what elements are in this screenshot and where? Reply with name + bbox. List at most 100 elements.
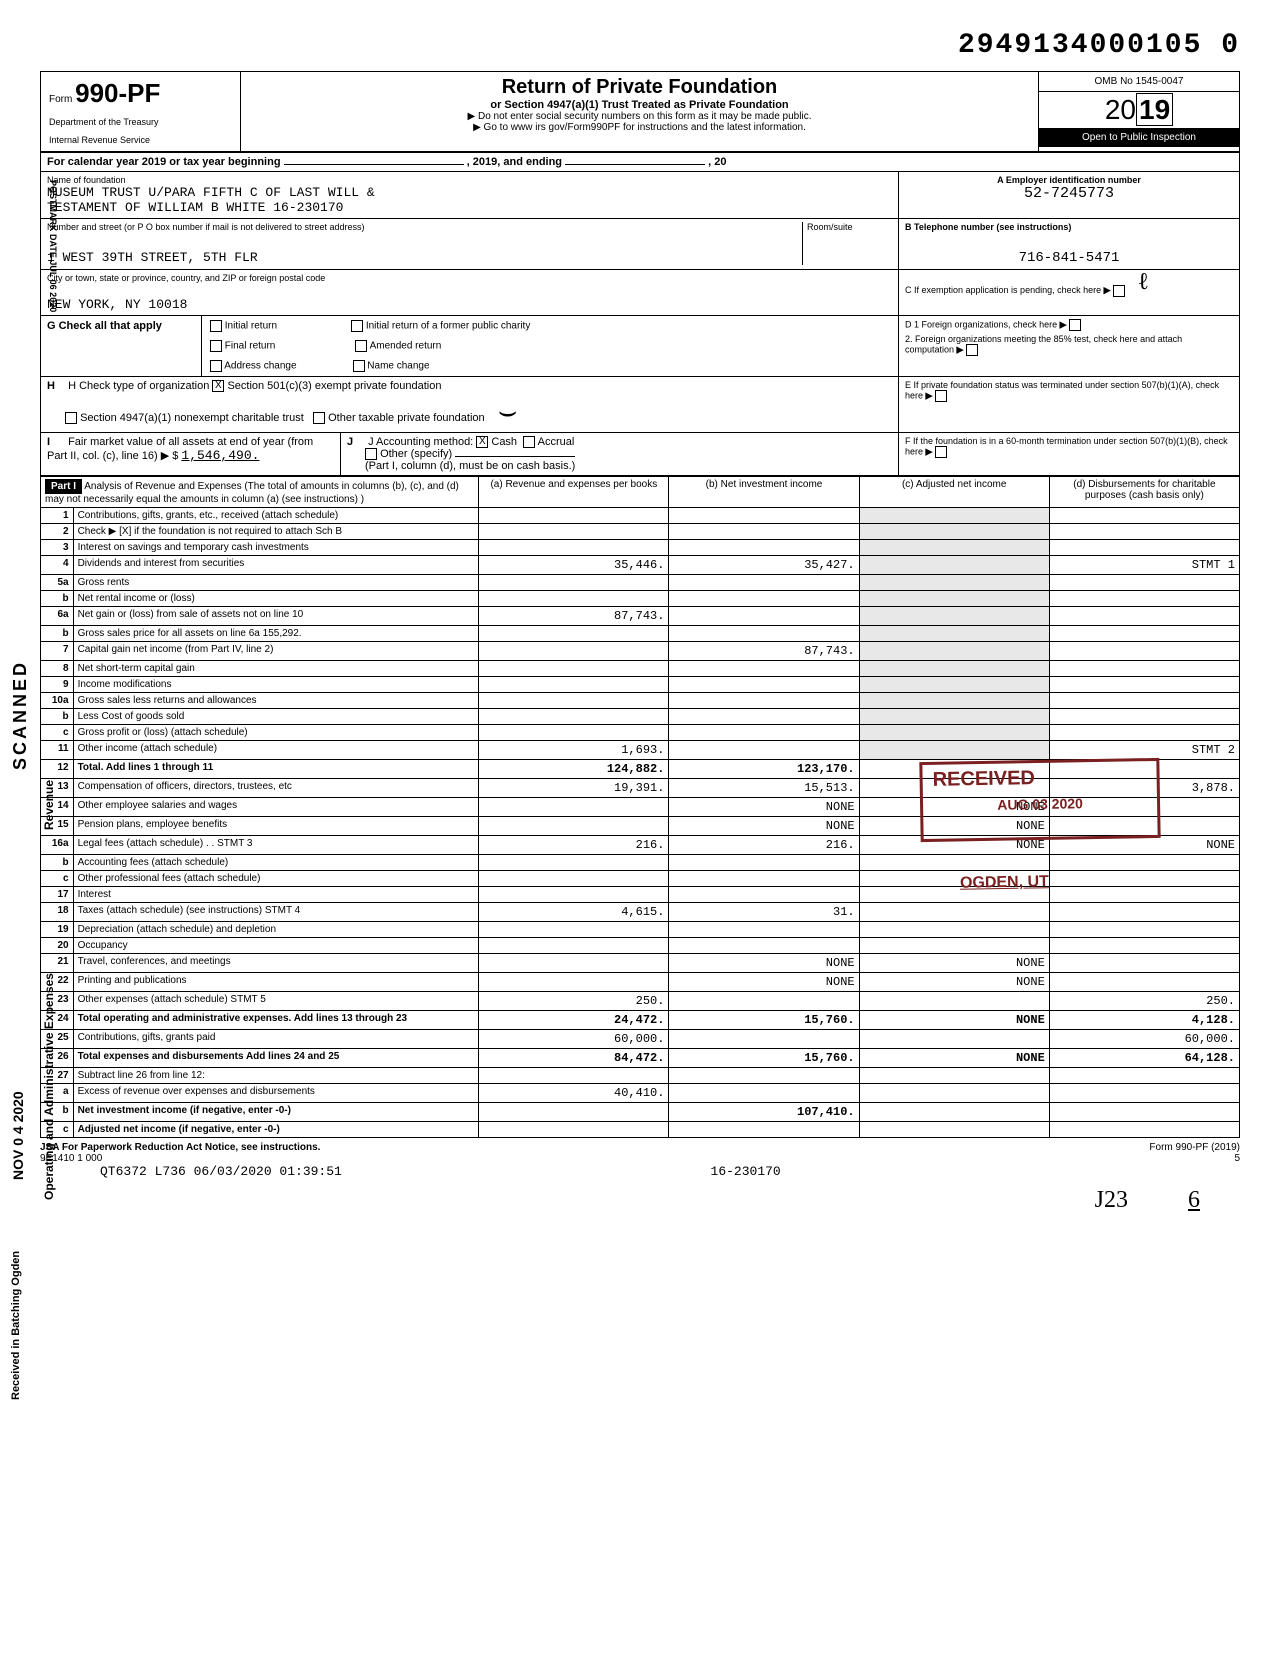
title-sub: or Section 4947(a)(1) Trust Treated as P…: [249, 99, 1030, 111]
form-header: Form 990-PF Department of the Treasury I…: [40, 71, 1240, 153]
name-line2: TESTAMENT OF WILLIAM B WHITE 16-230170: [47, 200, 892, 215]
section-g: G Check all that apply Initial return In…: [41, 316, 899, 376]
received-date: AUG 03 2020: [933, 794, 1147, 814]
signature-area: J23 6: [40, 1187, 1240, 1214]
room-label: Room/suite: [807, 222, 892, 232]
title-line1: ▶ Do not enter social security numbers o…: [249, 111, 1030, 122]
j-cash: Cash: [491, 436, 517, 448]
g-label: G Check all that apply: [41, 316, 201, 376]
h-opt3: Other taxable private foundation: [328, 412, 485, 424]
d1-label: D 1 Foreign organizations, check here: [905, 319, 1057, 329]
form-number: Form 990-PF: [49, 78, 232, 109]
expenses-label: Operating and Administrative Expenses: [42, 973, 56, 1200]
table-row: 4Dividends and interest from securities3…: [41, 556, 1240, 575]
table-row: 27Subtract line 26 from line 12:: [41, 1068, 1240, 1084]
j-accrual: Accrual: [538, 436, 575, 448]
table-row: 2Check ▶ [X] if the foundation is not re…: [41, 524, 1240, 540]
table-row: 8Net short-term capital gain: [41, 661, 1240, 677]
foundation-name-block: Name of foundation MUSEUM TRUST U/PARA F…: [41, 172, 899, 218]
section-h: H H Check type of organization X Section…: [41, 377, 899, 432]
addr-label: Number and street (or P O box number if …: [47, 222, 802, 232]
section-e: E If private foundation status was termi…: [899, 377, 1239, 432]
j-other: Other (specify): [380, 448, 452, 460]
dept-irs: Internal Revenue Service: [49, 135, 232, 145]
col-c-header: (c) Adjusted net income: [859, 477, 1049, 508]
footer: JSA For Paperwork Reduction Act Notice, …: [40, 1142, 1240, 1179]
exemption-label: C If exemption application is pending, c…: [905, 285, 1101, 295]
table-row: bAccounting fees (attach schedule): [41, 855, 1240, 871]
section-i: I Fair market value of all assets at end…: [41, 433, 341, 475]
table-row: 23Other expenses (attach schedule) STMT …: [41, 992, 1240, 1011]
table-row: 19Depreciation (attach schedule) and dep…: [41, 922, 1240, 938]
omb-number: OMB No 1545-0047: [1039, 72, 1239, 92]
table-row: cGross profit or (loss) (attach schedule…: [41, 725, 1240, 741]
cal-label: For calendar year 2019 or tax year begin…: [47, 156, 281, 168]
received-stamp: RECEIVED AUG 03 2020: [919, 758, 1160, 842]
table-row: cAdjusted net income (if negative, enter…: [41, 1122, 1240, 1138]
title-main: Return of Private Foundation: [249, 76, 1030, 99]
table-row: bLess Cost of goods sold: [41, 709, 1240, 725]
g-opt-1: Final return: [225, 341, 276, 352]
address-block: Number and street (or P O box number if …: [41, 219, 899, 269]
g-opt-0: Initial return: [225, 321, 277, 332]
tax-year: 2019: [1039, 92, 1239, 128]
e-label: E If private foundation status was termi…: [905, 380, 1219, 400]
nov-stamp: NOV 0 4 2020: [10, 1091, 26, 1180]
postmark-stamp: POSTMARK DATE JUL 06 2020: [48, 180, 58, 312]
h-opt2: Section 4947(a)(1) nonexempt charitable …: [80, 412, 304, 424]
footer-form: Form 990-PF (2019): [1149, 1142, 1240, 1153]
cal-end: , 20: [708, 156, 726, 168]
section-f: F If the foundation is in a 60-month ter…: [899, 433, 1239, 475]
exemption-block: C If exemption application is pending, c…: [899, 270, 1239, 315]
section-j: J J Accounting method: X Cash Accrual Ot…: [341, 433, 899, 475]
revenue-label: Revenue: [42, 780, 56, 830]
footer-ref: 16-230170: [711, 1164, 781, 1179]
name-label: Name of foundation: [47, 175, 892, 185]
city-label: City or town, state or province, country…: [47, 273, 892, 283]
part1-header: Part I: [45, 479, 82, 494]
header-left: Form 990-PF Department of the Treasury I…: [41, 72, 241, 151]
table-row: bNet rental income or (loss): [41, 591, 1240, 607]
table-row: 18Taxes (attach schedule) (see instructi…: [41, 903, 1240, 922]
sig2: 6: [1188, 1187, 1200, 1214]
h-opt1: Section 501(c)(3) exempt private foundat…: [227, 380, 441, 392]
phone-label: B Telephone number (see instructions): [905, 222, 1233, 232]
footer-stamp: QT6372 L736 06/03/2020 01:39:51: [100, 1164, 342, 1179]
ein-value: 52-7245773: [905, 185, 1233, 202]
section-d: D 1 Foreign organizations, check here ▶ …: [899, 316, 1239, 376]
table-row: 20Occupancy: [41, 938, 1240, 954]
form-number-big: 990-PF: [75, 78, 160, 108]
table-row: 10aGross sales less returns and allowanc…: [41, 693, 1240, 709]
d2-label: 2. Foreign organizations meeting the 85%…: [905, 334, 1182, 354]
table-row: 22Printing and publicationsNONENONE: [41, 973, 1240, 992]
col-d-header: (d) Disbursements for charitable purpose…: [1049, 477, 1239, 508]
table-row: 6aNet gain or (loss) from sale of assets…: [41, 607, 1240, 626]
addr-value: 1 WEST 39TH STREET, 5TH FLR: [47, 250, 802, 265]
table-row: 25Contributions, gifts, grants paid60,00…: [41, 1030, 1240, 1049]
table-row: 21Travel, conferences, and meetingsNONEN…: [41, 954, 1240, 973]
header-right: OMB No 1545-0047 2019 Open to Public Ins…: [1039, 72, 1239, 151]
h-label: H Check type of organization: [68, 380, 209, 392]
table-row: 24Total operating and administrative exp…: [41, 1011, 1240, 1030]
title-line2: ▶ Go to www irs gov/Form990PF for instru…: [249, 122, 1030, 133]
table-row: 26Total expenses and disbursements Add l…: [41, 1049, 1240, 1068]
batching-stamp: Received in Batching Ogden: [10, 1251, 22, 1400]
city-block: City or town, state or province, country…: [41, 270, 899, 315]
phone-value: 716-841-5471: [905, 250, 1233, 266]
footer-jsa: JSA For Paperwork Reduction Act Notice, …: [40, 1142, 320, 1153]
scanned-stamp: SCANNED: [10, 660, 31, 770]
ein-label: A Employer identification number: [905, 175, 1233, 185]
phone-block: B Telephone number (see instructions) 71…: [899, 219, 1239, 269]
cal-mid: , 2019, and ending: [467, 156, 562, 168]
table-row: 9Income modifications: [41, 677, 1240, 693]
g-opt-5: Name change: [367, 361, 429, 372]
calendar-year-row: For calendar year 2019 or tax year begin…: [40, 153, 1240, 172]
received-text: RECEIVED: [932, 765, 1146, 792]
table-row: aExcess of revenue over expenses and dis…: [41, 1084, 1240, 1103]
col-a-header: (a) Revenue and expenses per books: [479, 477, 669, 508]
table-row: bNet investment income (if negative, ent…: [41, 1103, 1240, 1122]
table-row: bGross sales price for all assets on lin…: [41, 626, 1240, 642]
city-value: NEW YORK, NY 10018: [47, 297, 892, 312]
j-label: J Accounting method:: [368, 436, 473, 448]
table-row: 11Other income (attach schedule)1,693.ST…: [41, 741, 1240, 760]
